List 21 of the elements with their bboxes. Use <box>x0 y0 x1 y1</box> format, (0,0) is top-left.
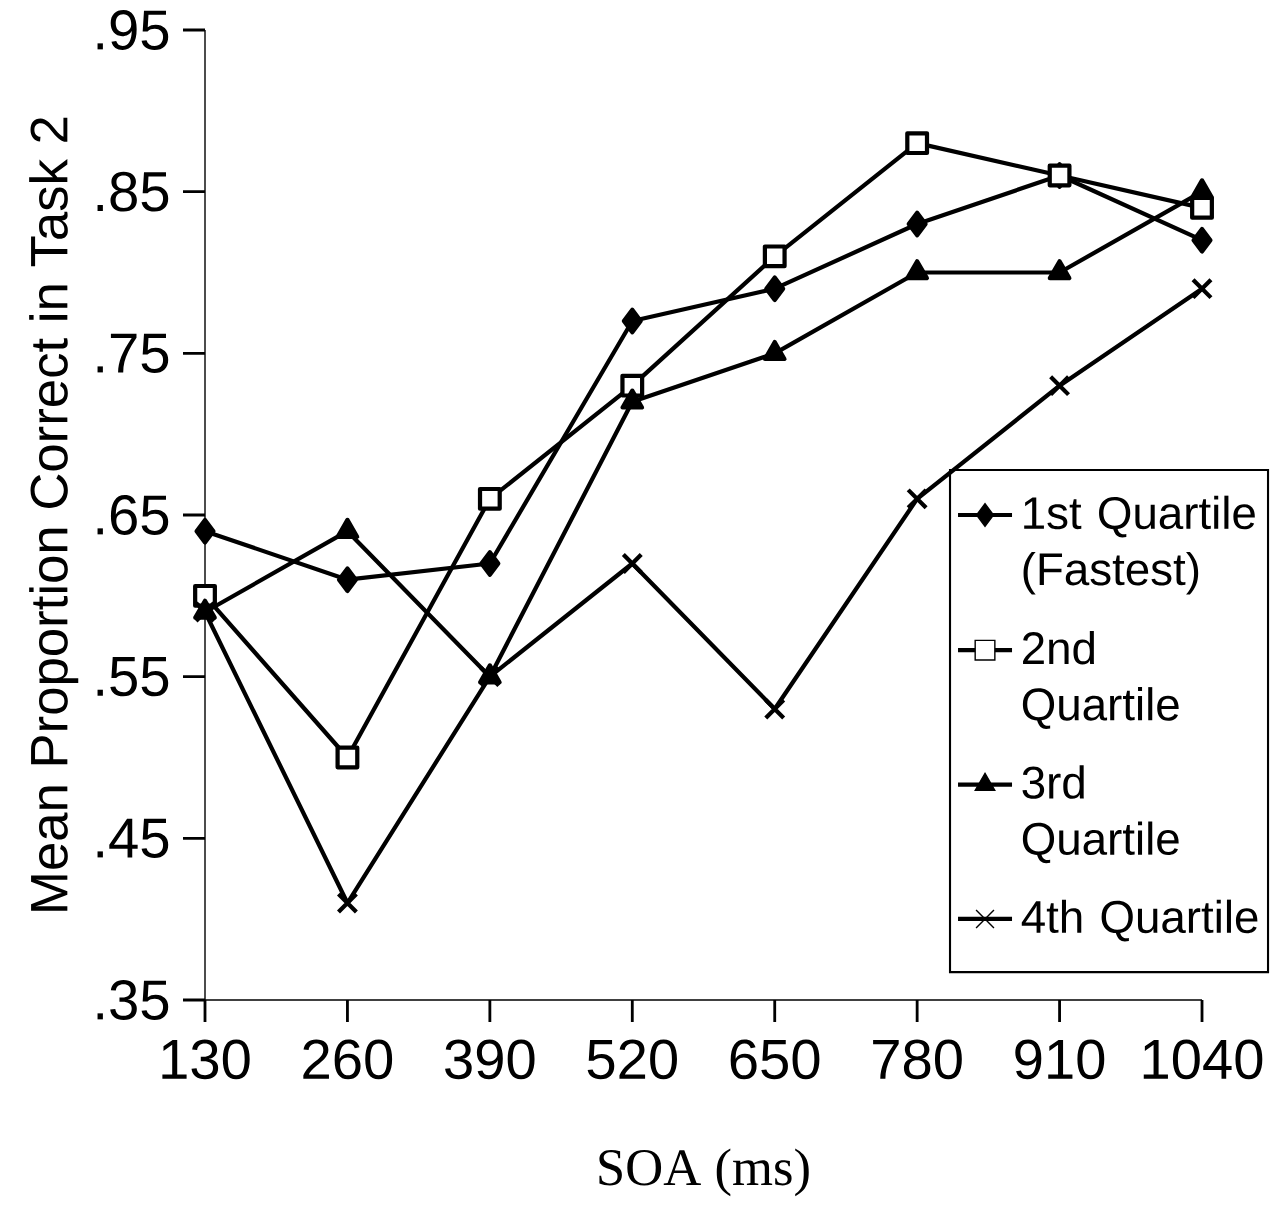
legend-label: 2nd Quartile <box>1022 630 1179 729</box>
legend-label: 1st Quartile (Fastest) <box>1023 495 1255 595</box>
x-tick-label: 910 <box>1015 1039 1105 1080</box>
y-tick-label: .95 <box>97 10 169 50</box>
y-tick-label: .55 <box>97 657 169 697</box>
y-tick-label: .75 <box>97 333 169 373</box>
y-tick-label: .45 <box>97 818 169 858</box>
x-tick-label: 1040 <box>1143 1039 1263 1080</box>
y-axis-title: Mean Proportion Correct in Task 2 <box>29 117 79 911</box>
x-tick-label: 130 <box>162 1039 250 1080</box>
x-tick-label: 520 <box>587 1039 677 1080</box>
legend-label: 4th Quartile <box>1021 899 1258 942</box>
x-tick-label: 390 <box>445 1039 535 1080</box>
y-tick-label: .65 <box>97 495 169 535</box>
x-axis-title: SOA (ms) <box>599 1148 809 1197</box>
legend-label: 3rd Quartile <box>1022 765 1179 864</box>
x-tick-label: 260 <box>303 1039 393 1080</box>
y-tick-label: .35 <box>97 980 169 1020</box>
y-tick-label: .85 <box>97 171 169 212</box>
x-tick-label: 650 <box>730 1039 820 1080</box>
x-tick-label: 780 <box>873 1039 962 1080</box>
